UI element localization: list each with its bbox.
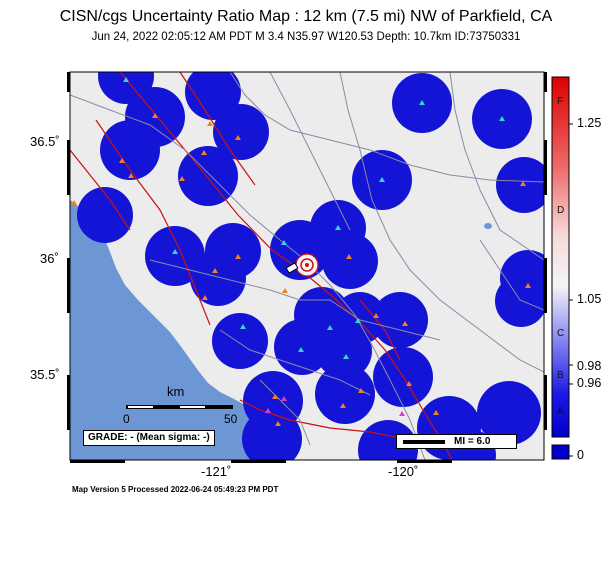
station-coverage [77, 72, 544, 460]
lake [484, 223, 492, 229]
latitude-label: 35.5˚ [30, 367, 60, 382]
mi-legend: MI = 6.0 [396, 434, 517, 449]
longitude-label: -121˚ [201, 464, 232, 479]
stations-cyan [123, 77, 505, 359]
mi-legend-bar [403, 440, 445, 444]
latitude-label: 36˚ [40, 251, 59, 266]
grade-letter: D [557, 205, 565, 216]
grade-box: GRADE: - (Mean sigma: -) [83, 430, 215, 446]
grade-letter: C [557, 328, 565, 339]
stations-magenta [265, 396, 405, 416]
longitude-label: -120˚ [388, 464, 419, 479]
scale-start: 0 [123, 412, 130, 426]
epicenter-marker [285, 253, 319, 277]
map-version-footer: Map Version 5 Processed 2022-06-24 05:49… [72, 485, 279, 494]
latitude-label: 36.5˚ [30, 134, 60, 149]
map-title: CISN/cgs Uncertainty Ratio Map : 12 km (… [59, 8, 553, 25]
scale-bar [126, 405, 233, 409]
grade-letter: F [557, 96, 564, 107]
colorbar-tick-label: 1.25 [577, 116, 602, 130]
grade-letter: B [557, 370, 564, 381]
event-details: Jun 24, 2022 02:05:12 AM PDT M 3.4 N35.9… [91, 31, 521, 43]
colorbar-tick-label: 0 [577, 448, 584, 462]
colorbar [551, 76, 573, 460]
map-frame [67, 71, 547, 463]
scale-unit: km [167, 384, 185, 399]
faults [70, 72, 453, 460]
grade-letter: A [557, 406, 564, 417]
roads [70, 72, 544, 460]
colorbar-tick-label: 0.96 [577, 376, 602, 390]
scale-end: 50 [224, 412, 238, 426]
colorbar-tick-label: 1.05 [577, 292, 602, 306]
ocean [70, 200, 284, 460]
colorbar-tick-label: 0.98 [577, 359, 602, 373]
mi-legend-label: MI = 6.0 [454, 436, 491, 447]
